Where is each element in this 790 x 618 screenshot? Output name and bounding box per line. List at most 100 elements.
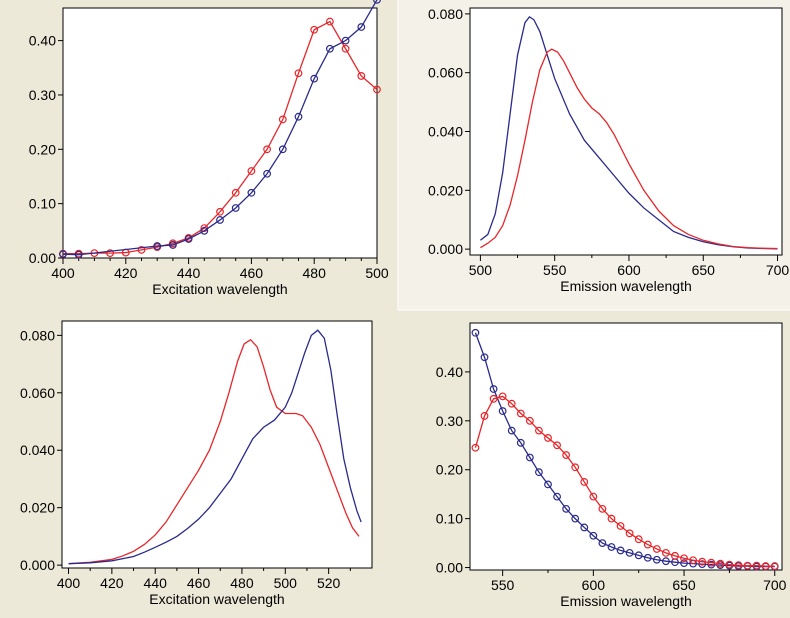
series-line-emission-bottom-1 [474, 395, 775, 567]
data-point-emission-bottom-0 [652, 555, 661, 564]
data-point-emission-bottom-1 [489, 394, 498, 403]
data-point-emission-bottom-0 [480, 353, 489, 362]
data-point-emission-bottom-0 [489, 385, 498, 393]
y-tick-label-emission-bottom: 0.30 [436, 413, 463, 429]
y-tick-label-emission-bottom: 0.40 [436, 364, 463, 380]
data-point-emission-bottom-1 [571, 463, 580, 472]
data-point-emission-bottom-1 [725, 560, 734, 569]
data-point-emission-bottom-1 [707, 558, 716, 567]
data-point-emission-bottom-1 [480, 412, 489, 420]
data-point-emission-bottom-1 [671, 551, 679, 560]
y-tick-label-excitation-bottom: 0.020 [20, 500, 55, 516]
data-point-excitation-top-1 [326, 44, 334, 53]
data-point-emission-bottom-1 [471, 443, 480, 452]
series-line-excitation-bottom-1 [68, 329, 362, 565]
data-point-emission-bottom-0 [680, 559, 688, 568]
data-point-excitation-top-0 [357, 72, 366, 80]
y-tick-label-emission-top: 0.060 [428, 65, 463, 81]
y-tick-label-excitation-top: 0.30 [29, 87, 56, 103]
data-point-emission-bottom-1 [580, 478, 589, 486]
x-tick-label-excitation-bottom: 440 [144, 575, 168, 591]
excitation-chart-top: 400 420 440 460 480 500 0.00 0.10 0.20 0.30 0.40 Ex… [29, 0, 389, 297]
data-point-emission-bottom-0 [580, 523, 589, 532]
data-point-excitation-top-1 [184, 235, 193, 243]
x-tick-label-emission-top: 500 [469, 262, 493, 278]
y-tick-label-excitation-top: 0.20 [29, 141, 56, 157]
data-point-excitation-top-0 [137, 245, 146, 254]
data-point-excitation-top-1 [294, 112, 303, 121]
emission-chart-bottom: 550 600 650 700 0.00 0.10 0.20 0.30 0.40 Emission… [436, 322, 787, 609]
data-point-excitation-top-0 [247, 167, 256, 175]
data-point-excitation-top-1 [153, 242, 162, 250]
data-point-excitation-top-1 [231, 204, 240, 212]
data-point-emission-bottom-1 [625, 529, 634, 538]
x-axis-label-emission-top: Emission wavelength [560, 278, 692, 294]
data-point-emission-bottom-1 [743, 561, 752, 570]
x-tick-label-emission-top: 600 [617, 262, 641, 278]
x-tick-label-excitation-bottom: 400 [57, 575, 81, 591]
data-point-excitation-top-1 [278, 145, 287, 154]
data-point-excitation-top-0 [278, 115, 287, 124]
data-point-emission-bottom-1 [525, 416, 534, 425]
data-point-excitation-top-0 [216, 207, 224, 216]
series-line-excitation-top-0 [63, 20, 378, 255]
data-point-emission-bottom-1 [680, 554, 688, 563]
data-point-excitation-top-1 [216, 216, 224, 224]
data-point-emission-bottom-1 [598, 504, 607, 513]
plot-area-emission-top [469, 7, 783, 256]
x-tick-label-emission-bottom: 550 [491, 577, 515, 593]
series-line-emission-top-1 [480, 48, 778, 250]
data-point-emission-bottom-1 [652, 545, 661, 553]
data-point-emission-bottom-0 [535, 468, 543, 477]
data-point-emission-bottom-0 [607, 543, 616, 551]
data-point-excitation-top-0 [263, 145, 272, 154]
y-tick-label-excitation-top: 0.00 [29, 250, 56, 266]
data-point-emission-bottom-1 [516, 409, 525, 418]
data-point-emission-bottom-0 [498, 407, 507, 415]
series-line-emission-top-0 [479, 15, 778, 250]
data-point-emission-bottom-1 [562, 451, 571, 459]
y-tick-label-excitation-top: 0.40 [29, 33, 56, 49]
data-point-emission-bottom-0 [525, 453, 534, 462]
series-line-excitation-top-1 [62, 0, 378, 256]
data-point-emission-bottom-0 [589, 531, 598, 540]
series-line-emission-bottom-0 [474, 332, 775, 568]
data-point-emission-bottom-0 [698, 560, 707, 569]
y-tick-label-emission-bottom: 0.10 [436, 511, 463, 527]
data-point-emission-bottom-1 [634, 535, 643, 544]
data-point-emission-bottom-1 [507, 399, 516, 408]
series-line-excitation-bottom-0 [68, 338, 360, 565]
data-point-emission-bottom-1 [761, 562, 770, 570]
data-point-emission-bottom-0 [634, 551, 643, 560]
data-point-emission-bottom-1 [716, 559, 725, 568]
data-point-emission-bottom-0 [616, 546, 625, 555]
x-tick-label-emission-top: 550 [543, 262, 567, 278]
excitation-chart-bottom: 400 420 440 460 480 500 520 0.000 0.020 0.040 0.06… [20, 320, 373, 607]
data-point-emission-bottom-1 [616, 522, 625, 530]
x-tick-label-excitation-top: 500 [365, 265, 389, 281]
x-tick-label-excitation-bottom: 460 [187, 575, 211, 591]
data-point-emission-bottom-1 [662, 548, 670, 557]
plot-area-excitation-bottom [61, 320, 373, 569]
data-point-excitation-top-1 [168, 241, 177, 249]
x-tick-label-excitation-bottom: 520 [317, 575, 341, 591]
y-tick-label-emission-top: 0.040 [428, 124, 463, 140]
data-point-excitation-top-1 [247, 188, 256, 197]
data-point-excitation-top-1 [200, 226, 209, 235]
data-point-excitation-top-0 [294, 69, 303, 78]
x-tick-label-excitation-top: 420 [114, 265, 138, 281]
data-point-emission-bottom-0 [516, 438, 525, 447]
data-point-excitation-top-0 [310, 25, 319, 34]
x-tick-label-emission-top: 650 [692, 262, 716, 278]
data-point-emission-bottom-0 [553, 492, 561, 501]
x-tick-label-emission-bottom: 600 [582, 577, 606, 593]
x-tick-label-excitation-bottom: 420 [100, 575, 124, 591]
data-point-emission-bottom-1 [689, 556, 698, 565]
emission-chart-top: 500 550 600 650 700 0.000 0.020 0.040 0.060 0.080… [428, 6, 789, 294]
x-tick-label-excitation-top: 400 [51, 265, 75, 281]
data-point-emission-bottom-0 [643, 553, 652, 562]
data-point-excitation-top-0 [106, 249, 114, 258]
data-point-excitation-top-0 [373, 85, 381, 94]
x-tick-label-excitation-bottom: 500 [274, 575, 298, 591]
